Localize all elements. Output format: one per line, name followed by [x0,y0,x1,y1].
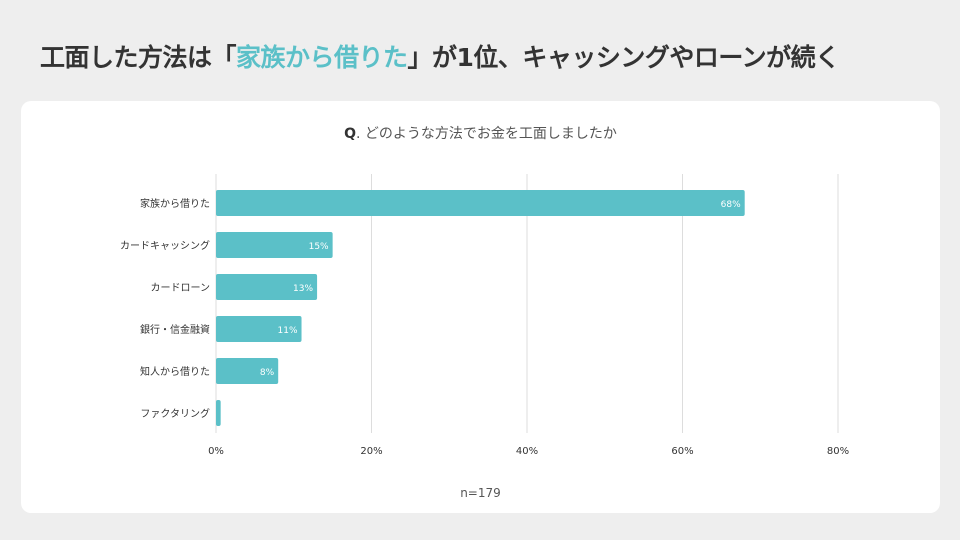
bar [216,400,221,426]
bar [216,274,318,300]
bar [216,190,745,216]
chart-question: Q. どのような方法でお金を工面しましたか [21,123,940,143]
x-tick-label: 0% [208,446,224,457]
x-tick-label: 60% [671,446,693,457]
bar [216,358,279,384]
chart-card: Q. どのような方法でお金を工面しましたか 0% 20% 40% 60% 80% 家族から… [21,101,940,513]
headline-suffix: 」が1位、キャッシングやローンが続く [407,43,841,72]
page-headline: 工面した方法は「家族から借りた」が1位、キャッシングやローンが続く [40,38,840,74]
question-text: . どのような方法でお金を工面しましたか [356,126,617,142]
value-label: 68% [721,200,741,210]
category-label: カードローン [151,282,211,294]
sample-size-note: n=179 [460,486,501,500]
bar [216,232,333,258]
value-label: 15% [309,242,329,252]
bar [216,316,302,342]
x-tick-label: 40% [516,446,538,457]
value-label: 13% [293,284,313,294]
x-tick-label: 80% [827,446,849,457]
category-label: カードキャッシング [120,239,210,252]
category-label: 知人から借りた [140,365,210,378]
value-label: 11% [278,326,298,336]
x-tick-label: 20% [360,446,382,457]
question-prefix: Q [344,126,356,142]
headline-highlight: 家族から借りた [236,43,408,72]
category-label: 家族から借りた [140,197,210,210]
value-label: 8% [260,368,275,378]
bar-chart: 0% 20% 40% 60% 80% 家族から借りた 68% カードキャッシング 15% カードロ… [120,174,849,457]
category-label: ファクタリング [140,407,210,420]
headline-prefix: 工面した方法は「 [40,43,237,72]
category-label: 銀行・信金融資 [140,323,210,336]
